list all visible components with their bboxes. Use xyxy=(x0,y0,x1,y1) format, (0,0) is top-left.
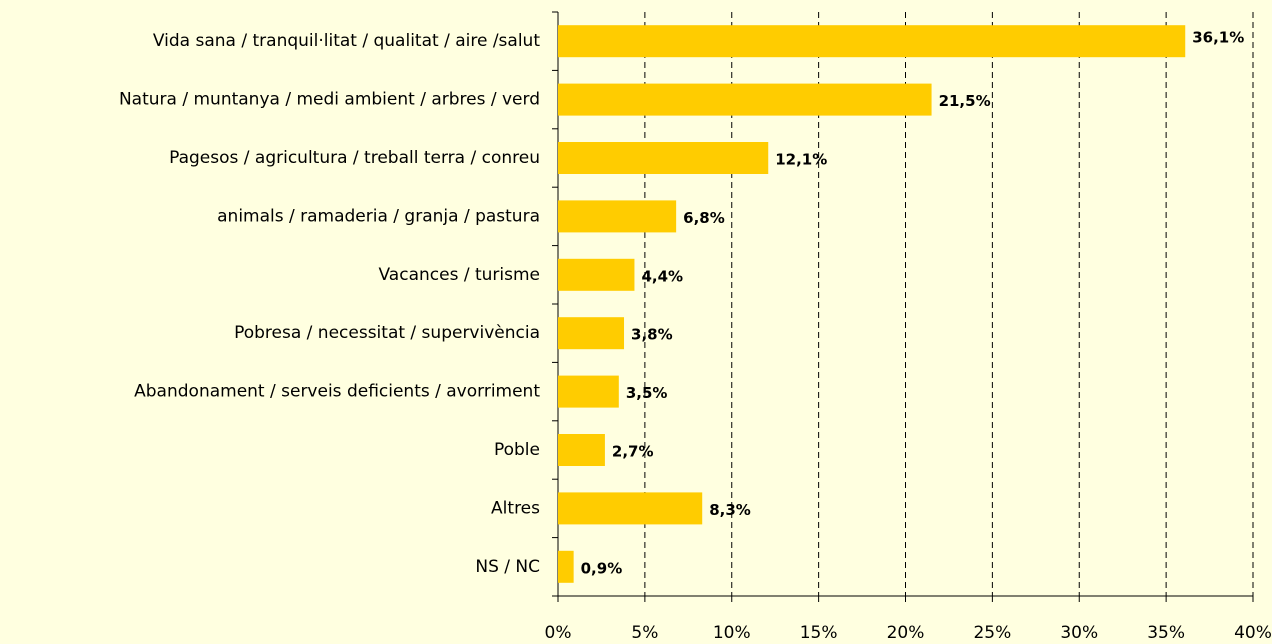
bar xyxy=(558,492,703,525)
bar xyxy=(558,375,619,408)
y-tick-label: Pagesos / agricultura / treball terra / … xyxy=(169,148,540,168)
x-tick-label: 20% xyxy=(887,623,925,643)
bar xyxy=(558,434,605,466)
value-label: 8,3% xyxy=(709,501,751,519)
x-tick-label: 40% xyxy=(1234,623,1272,643)
y-tick-label: Abandonament / serveis deficients / avor… xyxy=(134,382,540,402)
x-tick-label: 0% xyxy=(545,623,572,643)
bar xyxy=(558,550,574,583)
value-label: 3,8% xyxy=(631,326,673,344)
y-tick-label: NS / NC xyxy=(475,557,540,577)
value-label: 21,5% xyxy=(939,92,991,110)
bar xyxy=(558,200,677,233)
value-label: 6,8% xyxy=(683,209,725,227)
y-tick-label: Poble xyxy=(494,440,540,460)
value-label: 12,1% xyxy=(775,151,827,169)
y-tick-label: Natura / muntanya / medi ambient / arbre… xyxy=(119,90,540,110)
x-tick-label: 30% xyxy=(1060,623,1098,643)
y-tick-label: animals / ramaderia / granja / pastura xyxy=(217,206,540,226)
x-tick-label: 25% xyxy=(973,623,1011,643)
bar xyxy=(558,258,635,291)
x-tick-label: 15% xyxy=(800,623,838,643)
x-tick-label: 10% xyxy=(713,623,751,643)
value-label: 0,9% xyxy=(581,559,623,577)
bar xyxy=(558,25,1186,58)
x-tick-label: 35% xyxy=(1147,623,1185,643)
bar xyxy=(558,142,769,174)
bar xyxy=(558,317,625,350)
value-label: 2,7% xyxy=(612,443,654,461)
y-tick-label: Pobresa / necessitat / supervivència xyxy=(234,323,540,343)
y-tick-label: Vacances / turisme xyxy=(379,265,541,285)
y-tick-label: Vida sana / tranquil·litat / qualitat / … xyxy=(153,31,540,51)
value-label: 3,5% xyxy=(626,384,668,402)
x-tick-label: 5% xyxy=(631,623,658,643)
bar xyxy=(558,83,932,116)
y-tick-label: Altres xyxy=(491,498,540,518)
value-label: 4,4% xyxy=(641,267,683,285)
value-label: 36,1% xyxy=(1192,29,1244,47)
